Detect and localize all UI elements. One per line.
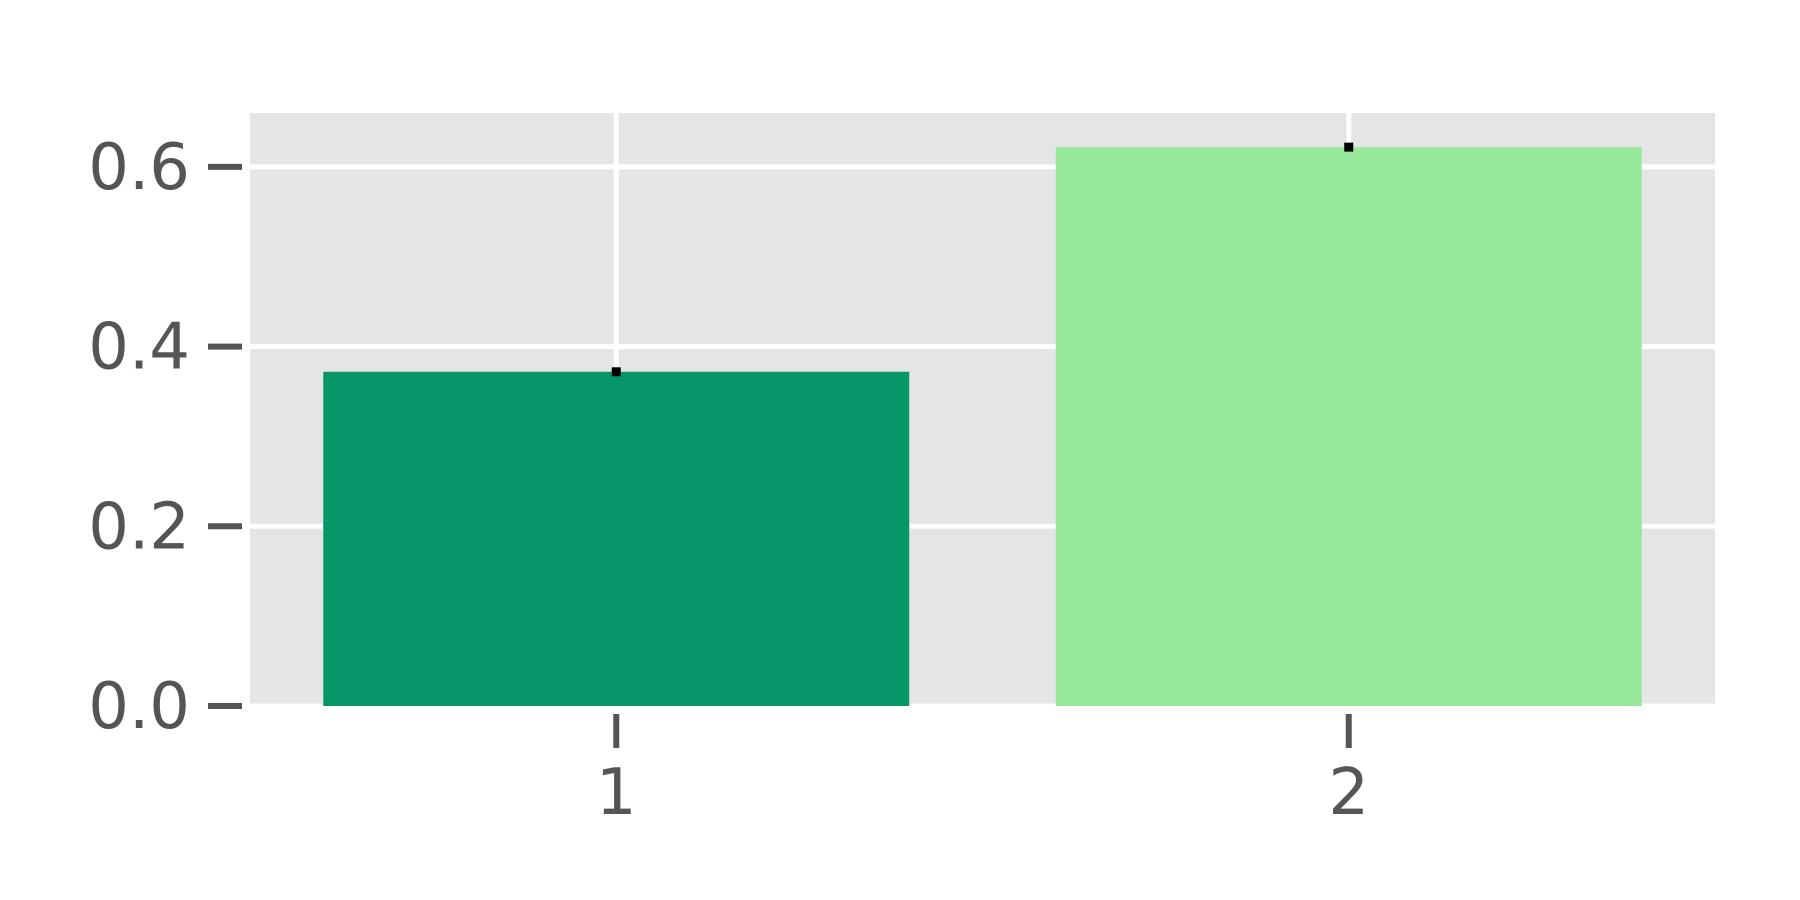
y-tick-label: 0.2 xyxy=(88,490,190,564)
error-bars xyxy=(611,142,1354,377)
y-axis: 0.0 0.2 0.4 0.6 xyxy=(88,131,242,744)
y-tick-label: 0.4 xyxy=(88,311,190,385)
y-tick-label: 0.0 xyxy=(88,670,190,744)
y-tick-label: 0.6 xyxy=(88,131,190,205)
bar-2 xyxy=(1055,147,1642,706)
x-tick-label: 1 xyxy=(596,756,637,830)
bar-1 xyxy=(323,371,910,706)
x-tick-label: 2 xyxy=(1328,756,1369,830)
bars xyxy=(323,147,1642,706)
